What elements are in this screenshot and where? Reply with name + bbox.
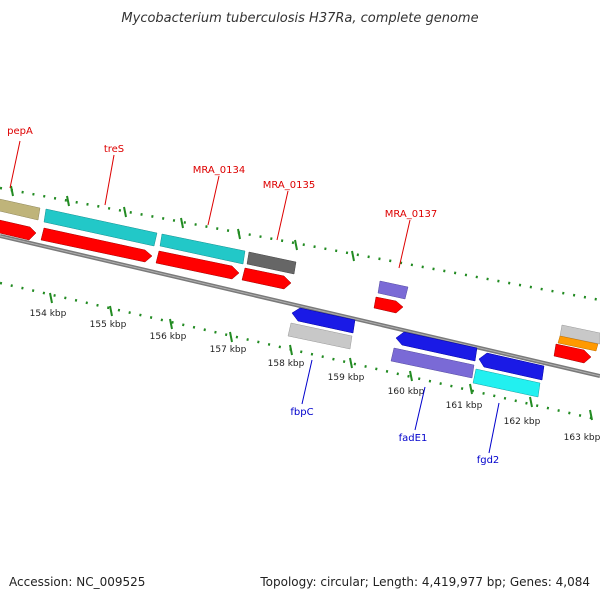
cds-edge-arrow[interactable]	[553, 343, 592, 364]
scale-label-160: 160 kbp	[388, 387, 425, 397]
gene-label-fadE1[interactable]: fadE1	[399, 433, 428, 444]
gene-label-MRA_0137[interactable]: MRA_0137	[385, 209, 437, 220]
reverse-track-dots	[0, 281, 600, 422]
scale-label-155: 155 kbp	[90, 320, 127, 330]
gene-labels: pepA treS MRA_0134 MRA_0135 MRA_0137 fbp…	[7, 126, 499, 466]
scale-label-154: 154 kbp	[30, 309, 67, 319]
reverse-track-ticks	[49, 292, 593, 421]
scale-labels: 154 kbp 155 kbp 156 kbp 157 kbp 158 kbp …	[30, 309, 600, 443]
gene-pepA-block[interactable]	[0, 198, 41, 221]
gene-label-fbpC[interactable]: fbpC	[290, 407, 313, 418]
accession-text: Accession: NC_009525	[9, 575, 145, 589]
gene-treS-block[interactable]	[43, 208, 158, 247]
scale-label-161: 161 kbp	[446, 401, 483, 411]
cds-pepA-arrow[interactable]	[0, 219, 37, 241]
gene-label-pepA[interactable]: pepA	[7, 126, 33, 137]
gene-fbpC-block[interactable]	[287, 322, 353, 350]
cds-MRA_0135-arrow[interactable]	[241, 267, 292, 290]
cds-fbpC-arrow[interactable]	[291, 307, 356, 334]
gene-MRA_0134-block[interactable]	[159, 233, 246, 265]
gene-label-MRA_0134[interactable]: MRA_0134	[193, 165, 245, 176]
scale-label-163: 163 kbp	[564, 433, 600, 443]
page-title: Mycobacterium tuberculosis H37Ra, comple…	[121, 11, 478, 26]
scale-label-157: 157 kbp	[210, 345, 247, 355]
scale-label-162: 162 kbp	[504, 417, 541, 427]
cds-forward-arrows	[0, 219, 592, 364]
gene-features-outer	[0, 198, 600, 352]
topology-text: Topology: circular; Length: 4,419,977 bp…	[259, 575, 590, 589]
cds-fgd2-arrow[interactable]	[478, 352, 545, 381]
scale-label-156: 156 kbp	[150, 332, 187, 342]
gene-MRA_0135-block[interactable]	[246, 251, 297, 275]
cds-fadE1-arrow[interactable]	[395, 331, 478, 362]
gene-MRA_0137-block[interactable]	[377, 280, 409, 300]
cds-MRA_0137-arrow[interactable]	[373, 296, 404, 314]
genome-backbone-highlight	[0, 235, 600, 377]
scale-label-158: 158 kbp	[268, 359, 305, 369]
forward-track-ticks	[10, 185, 355, 262]
label-leaders	[9, 140, 500, 454]
gene-label-fgd2[interactable]: fgd2	[477, 455, 500, 466]
gene-features-reverse	[287, 307, 545, 398]
scale-label-159: 159 kbp	[328, 373, 365, 383]
gene-edge-orange-block[interactable]	[557, 335, 599, 352]
cds-MRA_0134-arrow[interactable]	[155, 250, 240, 280]
gene-fgd2-block[interactable]	[472, 368, 541, 398]
gene-label-MRA_0135[interactable]: MRA_0135	[263, 180, 315, 191]
gene-label-treS[interactable]: treS	[104, 144, 124, 155]
gene-fadE1-block[interactable]	[390, 347, 475, 379]
cds-treS-arrow[interactable]	[40, 227, 153, 263]
gene-edge-grey-block[interactable]	[559, 324, 600, 345]
